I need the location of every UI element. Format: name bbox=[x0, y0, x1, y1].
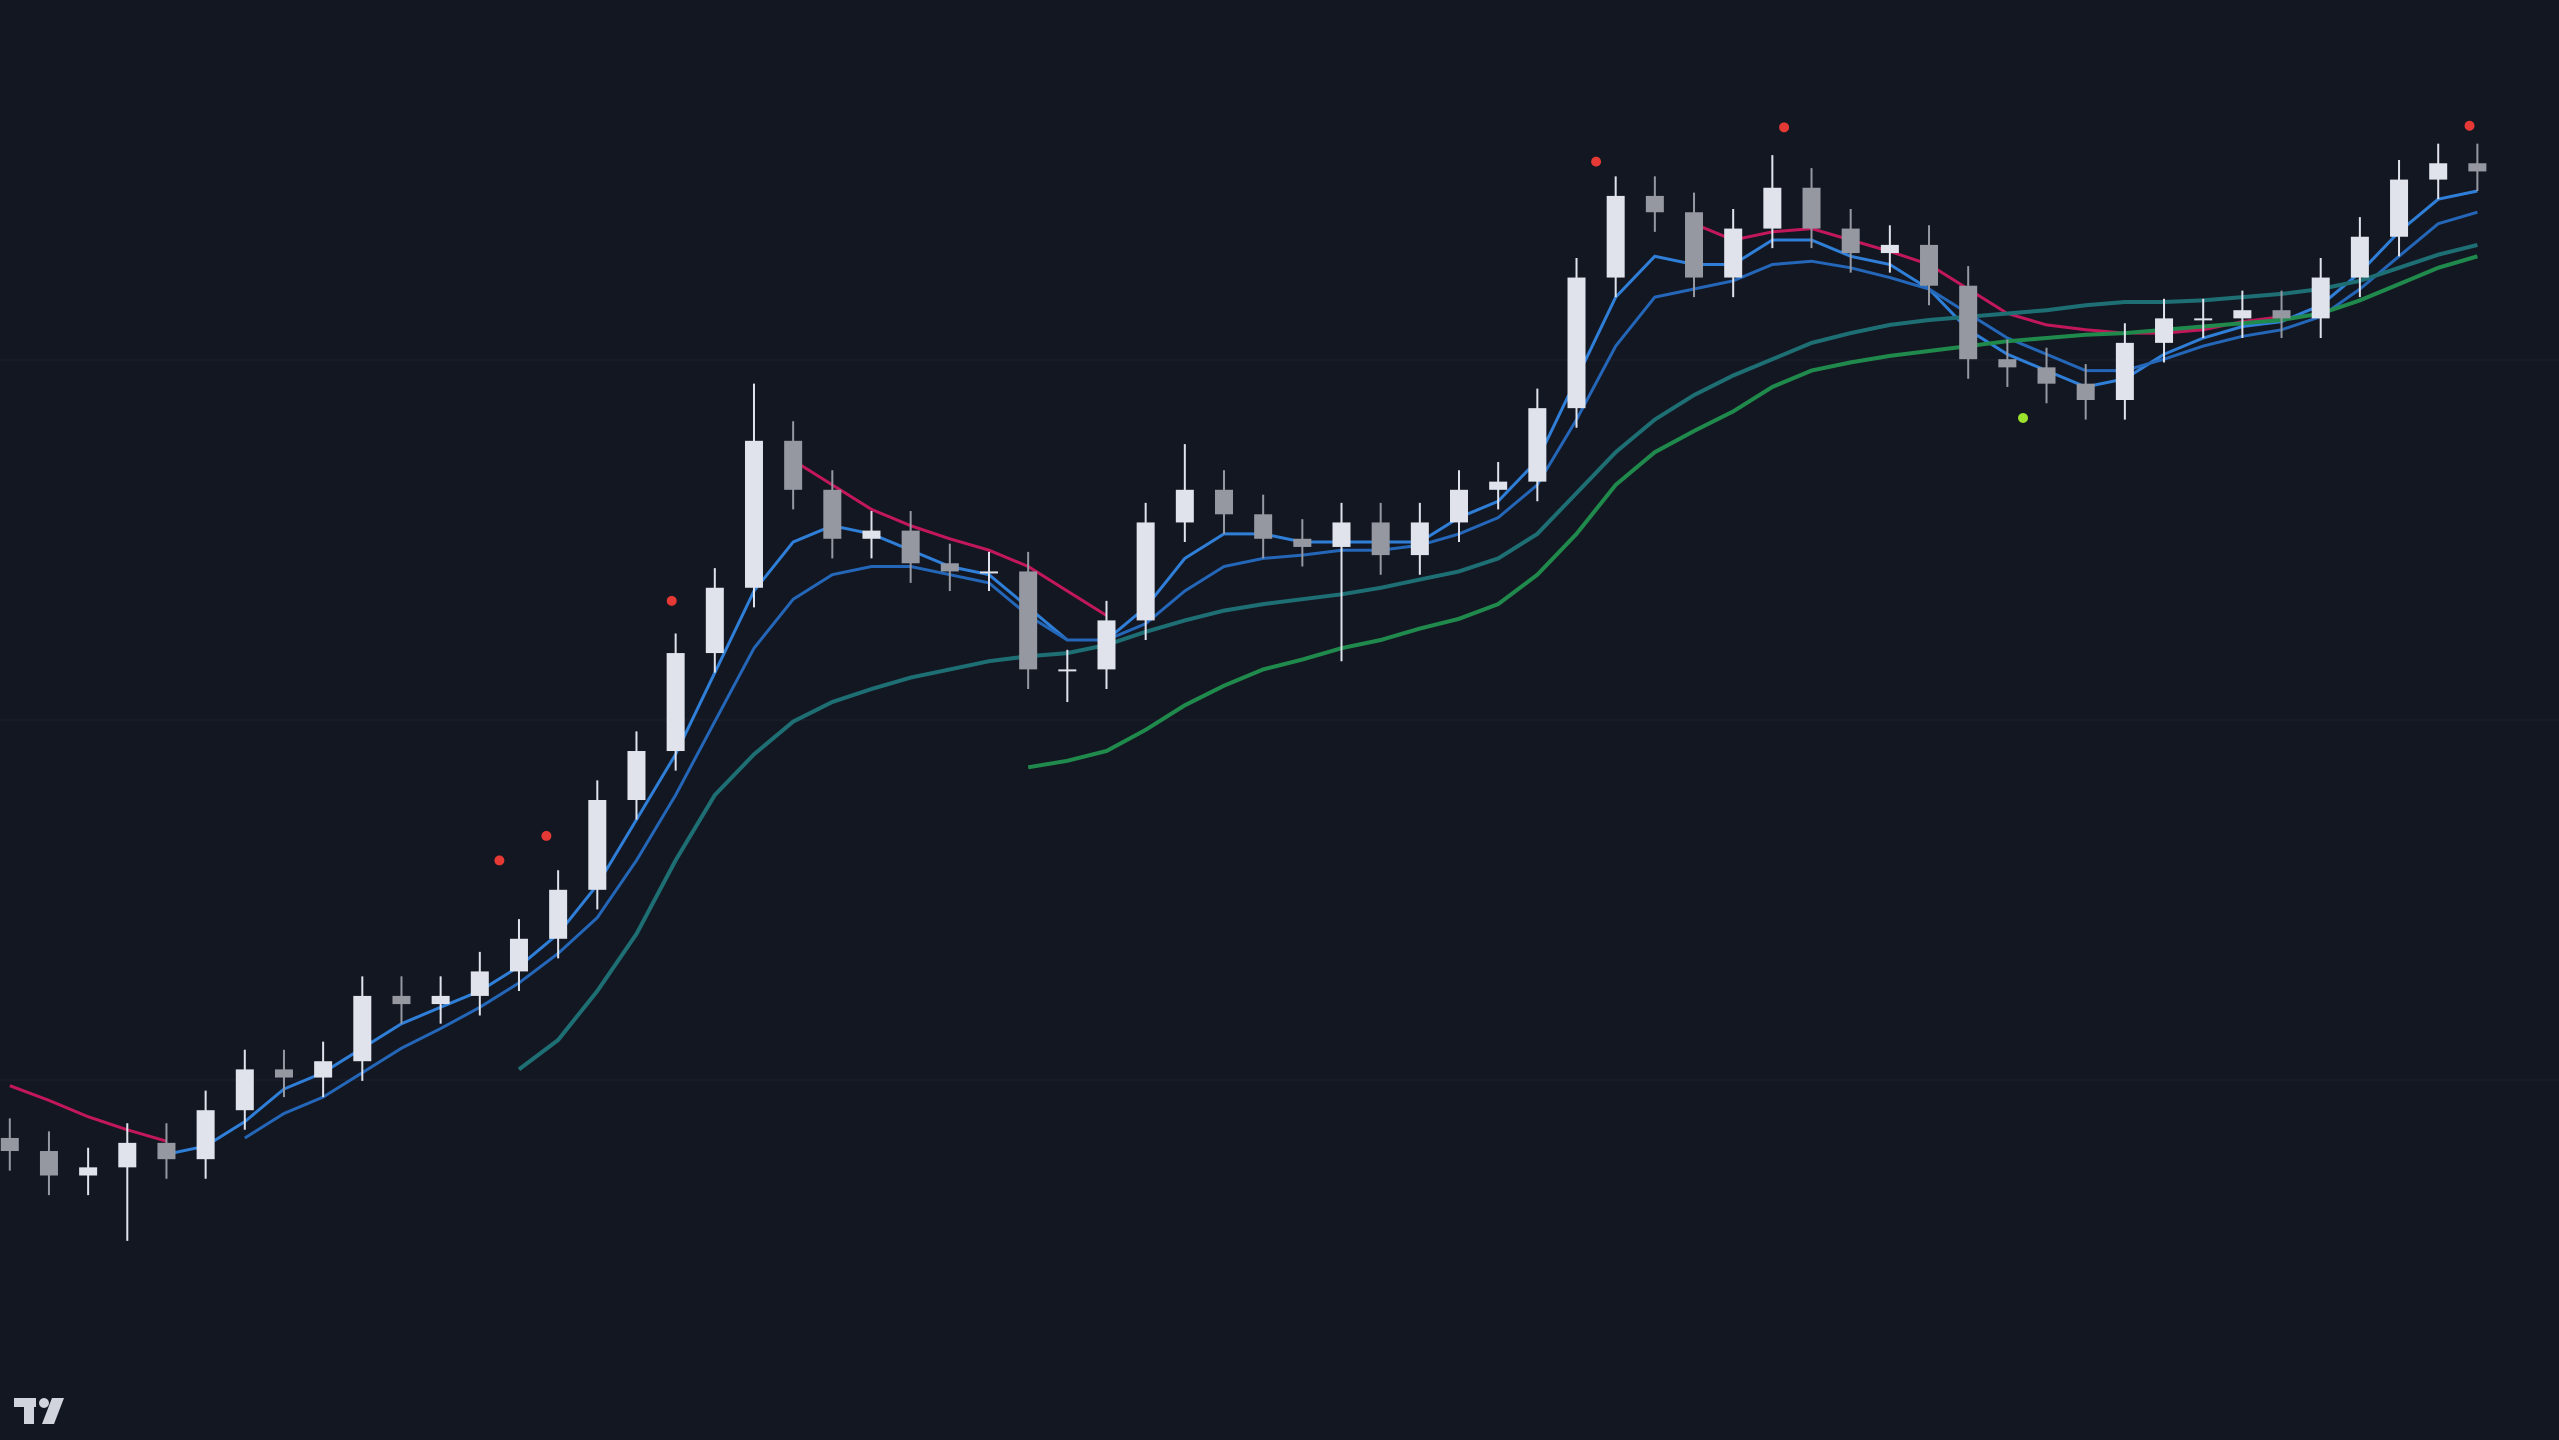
moving-average-line bbox=[166, 189, 2478, 1156]
candle-body bbox=[627, 751, 646, 800]
moving-average-line bbox=[9, 222, 2282, 1143]
candle-body bbox=[0, 1137, 19, 1152]
candle-body bbox=[1489, 481, 1508, 490]
candle-body bbox=[274, 1069, 293, 1078]
logo-part bbox=[39, 1398, 49, 1408]
candle-body bbox=[784, 440, 803, 490]
candle-body bbox=[1763, 187, 1782, 229]
candle-body bbox=[1998, 359, 2017, 368]
candle-body bbox=[2194, 318, 2213, 321]
candle-body bbox=[1606, 195, 1625, 278]
candle-body bbox=[2115, 342, 2134, 400]
candle-body bbox=[901, 530, 920, 564]
candle-body bbox=[118, 1142, 137, 1168]
candle-body bbox=[235, 1069, 254, 1111]
signal-dot bbox=[494, 855, 505, 866]
candle-body bbox=[588, 800, 607, 890]
candle-body bbox=[1724, 228, 1743, 278]
logo-part bbox=[24, 1398, 34, 1424]
candle-body bbox=[1136, 522, 1155, 621]
tv-logo bbox=[14, 1398, 64, 1424]
signal-dot bbox=[2018, 412, 2029, 423]
candle-body bbox=[2468, 163, 2487, 172]
signal-dot bbox=[541, 830, 552, 841]
candle-body bbox=[1959, 285, 1978, 360]
moving-average-line bbox=[517, 242, 2478, 1071]
candle-body bbox=[940, 563, 959, 572]
candle-body bbox=[1450, 489, 1469, 523]
plot bbox=[0, 120, 2559, 1241]
candle-body bbox=[79, 1167, 98, 1176]
candle-body bbox=[2390, 179, 2409, 237]
candle-body bbox=[392, 995, 411, 1005]
moving-average-line bbox=[244, 210, 2478, 1140]
candle-body bbox=[823, 489, 842, 539]
candle-body bbox=[1920, 244, 1939, 286]
candle-body bbox=[705, 587, 724, 654]
candle-body bbox=[1528, 408, 1547, 482]
logo-part bbox=[42, 1398, 64, 1424]
candle-body bbox=[353, 995, 372, 1062]
moving-average-line bbox=[1027, 254, 2478, 770]
candle-body bbox=[2311, 277, 2330, 319]
candle-body bbox=[2350, 236, 2369, 278]
signal-dot bbox=[666, 595, 677, 606]
candle-body bbox=[314, 1061, 333, 1078]
candle-body bbox=[2272, 310, 2291, 319]
signal-dot bbox=[1591, 156, 1602, 167]
candle-body bbox=[2429, 163, 2448, 180]
signal-dot bbox=[1779, 122, 1790, 133]
candle-body bbox=[862, 530, 881, 539]
candle-body bbox=[157, 1142, 176, 1160]
candle-body bbox=[1293, 538, 1312, 547]
candle-body bbox=[1645, 195, 1664, 213]
candle-body bbox=[431, 995, 450, 1005]
candle-body bbox=[1880, 244, 1899, 254]
candle-body bbox=[2076, 383, 2095, 400]
candle-body bbox=[1371, 522, 1390, 556]
candle-body bbox=[979, 571, 998, 574]
candle-body bbox=[2155, 318, 2174, 343]
candle-body bbox=[1058, 669, 1077, 672]
candle-body bbox=[1254, 514, 1273, 539]
candle-body bbox=[2037, 367, 2056, 384]
candle-body bbox=[1175, 489, 1194, 523]
candle-body bbox=[549, 889, 568, 939]
candle-body bbox=[1567, 277, 1586, 409]
candle-body bbox=[1410, 522, 1429, 556]
candle-body bbox=[470, 971, 489, 996]
candle-body bbox=[1685, 212, 1704, 278]
signal-dot bbox=[2464, 120, 2475, 131]
candle-body bbox=[196, 1110, 215, 1160]
candle-body bbox=[39, 1151, 58, 1176]
candle-body bbox=[509, 938, 528, 972]
candle-body bbox=[1215, 489, 1233, 515]
candle-body bbox=[1019, 571, 1038, 670]
candle-body bbox=[666, 653, 685, 752]
candle-body bbox=[1802, 187, 1821, 229]
candle-body bbox=[2233, 310, 2252, 319]
candle-body bbox=[1097, 620, 1116, 670]
candle-body bbox=[1841, 228, 1860, 254]
candle-body bbox=[1332, 522, 1351, 547]
candle-body bbox=[744, 440, 763, 588]
